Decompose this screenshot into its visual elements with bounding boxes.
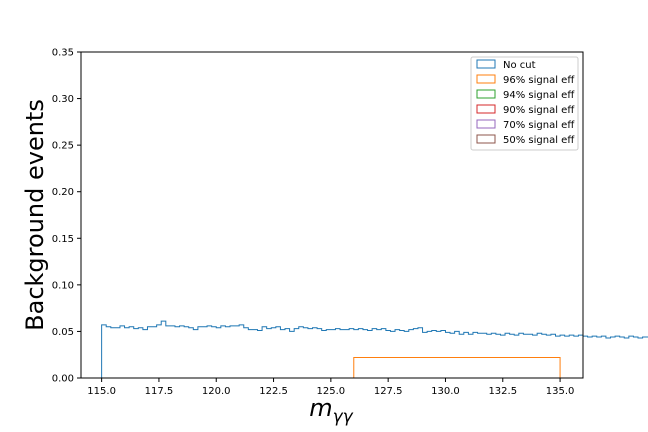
legend-label: 70% signal eff bbox=[503, 120, 575, 131]
y-tick-label: 0.00 bbox=[52, 374, 74, 385]
legend-items: No cut 96% signal eff 94% signal eff 90% si… bbox=[476, 59, 575, 146]
legend-label: 96% signal eff bbox=[503, 75, 575, 86]
legend-swatch bbox=[476, 59, 496, 69]
x-tick-label: 135.0 bbox=[546, 386, 575, 397]
legend-swatch bbox=[476, 74, 496, 84]
y-tick-label: 0.05 bbox=[52, 327, 74, 338]
legend-label: No cut bbox=[503, 60, 536, 71]
x-tick-label: 117.5 bbox=[145, 386, 174, 397]
x-axis-label-subscript: γγ bbox=[333, 407, 354, 427]
axes-frame bbox=[80, 51, 584, 379]
y-tick-label: 0.25 bbox=[52, 141, 74, 152]
y-tick-label: 0.15 bbox=[52, 234, 74, 245]
x-tick-label: 132.5 bbox=[488, 386, 517, 397]
x-tick-label: 115.0 bbox=[87, 386, 116, 397]
x-tick-label: 130.0 bbox=[431, 386, 460, 397]
legend-frame bbox=[470, 56, 579, 151]
legend-swatch bbox=[476, 119, 496, 129]
legend-label: 50% signal eff bbox=[503, 135, 575, 146]
x-axis-label-main: m bbox=[309, 394, 332, 422]
x-tick-label: 125.0 bbox=[317, 386, 346, 397]
x-tick-label: 122.5 bbox=[259, 386, 288, 397]
y-tick-label: 0.30 bbox=[52, 94, 74, 105]
legend-label: 94% signal eff bbox=[503, 90, 575, 101]
legend: No cut 96% signal eff 94% signal eff 90% si… bbox=[470, 56, 579, 151]
legend-swatch bbox=[476, 134, 496, 144]
y-tick-label: 0.20 bbox=[52, 187, 74, 198]
x-tick-label: 127.5 bbox=[374, 386, 403, 397]
y-axis-ticks: 0.00 0.05 0.10 0.15 0.20 0.25 0.30 0.35 bbox=[52, 48, 81, 385]
y-axis-label: Background events bbox=[21, 99, 49, 331]
legend-swatch bbox=[476, 104, 496, 114]
y-tick-label: 0.10 bbox=[52, 280, 74, 291]
y-tick-label: 0.35 bbox=[52, 48, 74, 59]
histogram-step-1 bbox=[101, 320, 648, 378]
legend-swatch bbox=[476, 89, 496, 99]
x-axis-label: mγγ bbox=[309, 394, 353, 427]
x-tick-label: 120.0 bbox=[202, 386, 231, 397]
legend-label: 90% signal eff bbox=[503, 105, 575, 116]
x-axis-ticks: 115.0 117.5 120.0 122.5 125.0 127.5 130.0 132.5… bbox=[87, 378, 574, 397]
